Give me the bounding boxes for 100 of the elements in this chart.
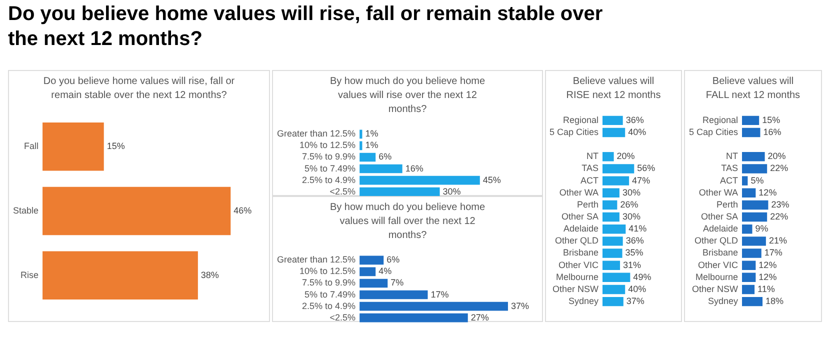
y-tick-label: Greater than 12.5% — [276, 254, 356, 265]
bar — [602, 224, 626, 234]
y-tick-label: 7.5% to 9.9% — [302, 152, 356, 162]
data-label: 49% — [633, 272, 652, 282]
data-label: 5% — [750, 175, 764, 186]
bar — [742, 212, 768, 222]
bar — [602, 296, 624, 306]
y-tick-label: ACT — [580, 175, 599, 186]
chart-title: By how much do you believe home values will rise over the next 12 months? — [328, 75, 486, 117]
y-tick-label: Other VIC — [558, 260, 599, 270]
bar — [742, 272, 756, 282]
chart-title: Believe values will RISE next 12 months — [565, 75, 662, 103]
bar — [602, 128, 626, 138]
bar — [602, 260, 620, 270]
data-label: 45% — [482, 174, 501, 185]
data-label: 9% — [755, 224, 768, 234]
y-tick-label: TAS — [582, 163, 598, 174]
bar — [742, 152, 765, 162]
y-tick-label: Other SA — [561, 212, 598, 222]
y-tick-label: <2.5% — [330, 186, 356, 196]
y-tick-label: Brisbane — [702, 248, 738, 258]
data-label: 20% — [616, 151, 635, 162]
y-tick-label: Fall — [24, 141, 39, 152]
data-label: 4% — [378, 266, 392, 276]
data-label: 12% — [758, 260, 777, 270]
bar — [602, 164, 634, 174]
y-tick-label: 2.5% to 4.9% — [302, 300, 356, 311]
bar — [602, 272, 630, 282]
bar — [360, 278, 388, 288]
data-label: 35% — [625, 248, 644, 258]
data-label: 23% — [771, 199, 790, 210]
data-label: 31% — [623, 260, 642, 270]
bar — [602, 152, 614, 162]
data-label: 47% — [632, 175, 650, 186]
data-label: 16% — [763, 126, 782, 137]
y-tick-label: <2.5% — [330, 312, 356, 322]
data-label: 17% — [764, 248, 782, 258]
data-label: 11% — [758, 284, 775, 294]
data-label: 22% — [770, 212, 788, 222]
bar — [742, 236, 766, 246]
bar — [742, 176, 748, 186]
bar — [360, 290, 428, 300]
bar — [602, 248, 622, 258]
bar — [602, 116, 623, 126]
data-label: 15% — [106, 141, 125, 152]
data-label: 46% — [234, 205, 252, 216]
data-label: 30% — [442, 186, 461, 196]
data-label: 36% — [626, 114, 644, 125]
bar — [360, 313, 468, 322]
y-tick-label: Melbourne — [695, 272, 738, 282]
y-tick-label: Other NSW — [692, 284, 738, 294]
data-label: 6% — [378, 152, 392, 162]
chart-title: Believe values will FALL next 12 months — [704, 75, 802, 103]
y-tick-label: 5% to 7.49% — [304, 289, 356, 300]
bar — [360, 164, 402, 174]
y-tick-label: 10% to 12.5% — [300, 140, 356, 150]
bar — [602, 212, 620, 222]
data-label: 40% — [628, 284, 646, 294]
bar — [602, 188, 620, 198]
bar — [602, 284, 626, 294]
bar — [360, 187, 440, 196]
data-label: 20% — [768, 151, 786, 162]
data-label: 40% — [628, 126, 646, 137]
data-label: 56% — [637, 163, 656, 174]
y-tick-label: Melbourne — [556, 272, 598, 282]
y-tick-label: Adelaide — [563, 224, 598, 234]
bar — [742, 164, 768, 174]
y-tick-label: Other QLD — [554, 236, 599, 246]
data-label: 16% — [405, 163, 424, 174]
bar — [742, 224, 752, 234]
chart-subtitle: Do you believe home values will rise, fall or remain stable over the next 12 months? — [42, 75, 236, 103]
data-label: 30% — [622, 187, 640, 198]
bar — [742, 296, 763, 306]
y-tick-label: Other VIC — [698, 260, 738, 270]
data-label: 38% — [200, 270, 219, 280]
y-tick-label: Greater than 12.5% — [276, 128, 356, 139]
bar — [742, 248, 762, 258]
y-tick-label: Regional — [702, 114, 738, 125]
data-label: 37% — [510, 300, 529, 311]
y-tick-label: 5% to 7.49% — [304, 163, 356, 174]
y-tick-label: Other SA — [700, 212, 738, 222]
y-tick-label: Sydney — [708, 296, 738, 306]
bar — [742, 128, 760, 138]
bar — [742, 188, 756, 198]
data-label: 41% — [628, 224, 647, 234]
y-tick-label: 5 Cap Cities — [688, 126, 738, 137]
data-label: 27% — [470, 312, 489, 322]
y-tick-label: 5 Cap Cities — [549, 126, 599, 137]
chart-title: By how much do you believe home values will fall over the next 12 months? — [328, 201, 486, 243]
data-label: 26% — [620, 199, 638, 210]
data-label: 12% — [758, 187, 777, 198]
y-tick-label: 10% to 12.5% — [300, 266, 356, 276]
bar — [742, 260, 756, 270]
bar — [602, 236, 623, 246]
data-label: 30% — [622, 212, 640, 222]
data-label: 22% — [770, 163, 788, 174]
y-tick-label: Other QLD — [694, 236, 738, 246]
y-tick-label: Rise — [20, 270, 39, 280]
y-tick-label: Perth — [716, 199, 738, 210]
data-label: 36% — [626, 236, 644, 246]
